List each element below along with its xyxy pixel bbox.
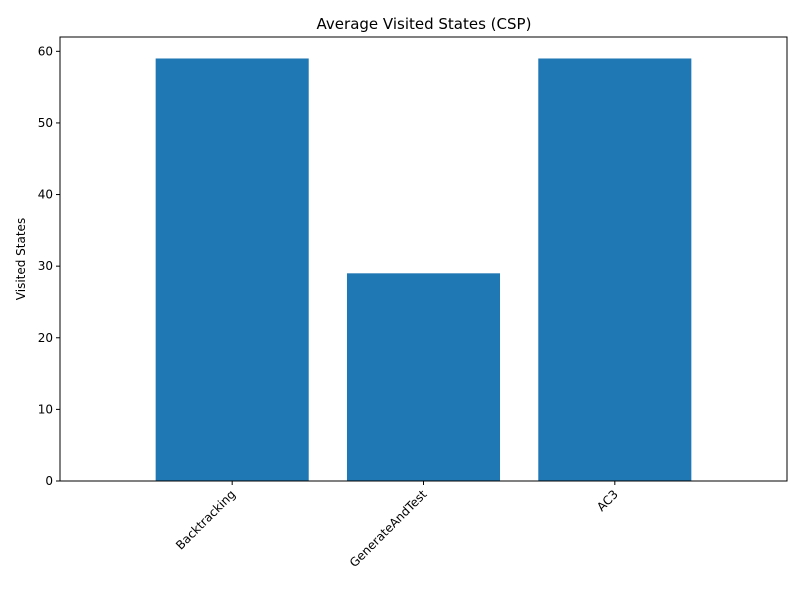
bar-ac3 [538,58,692,481]
bars-group [155,58,692,481]
x-tick-label: Backtracking [173,487,238,552]
y-axis-label: Visited States [14,218,28,300]
bar-backtracking [155,58,309,481]
y-tick-label: 30 [38,259,53,273]
y-tick-label: 50 [38,116,53,130]
y-tick-label: 0 [45,474,53,488]
y-axis: 0 10 20 30 40 50 60 [38,44,60,488]
y-tick-label: 60 [38,44,53,58]
bar-generateandtest [346,273,501,481]
x-tick-label: AC3 [594,487,621,514]
x-axis: Backtracking GenerateAndTest AC3 [173,481,621,570]
y-tick-label: 10 [38,402,53,416]
y-tick-label: 20 [38,331,53,345]
chart-title: Average Visited States (CSP) [317,15,532,33]
plot-frame [59,36,788,482]
y-tick-label: 40 [38,188,53,202]
x-tick-label: GenerateAndTest [347,487,430,570]
